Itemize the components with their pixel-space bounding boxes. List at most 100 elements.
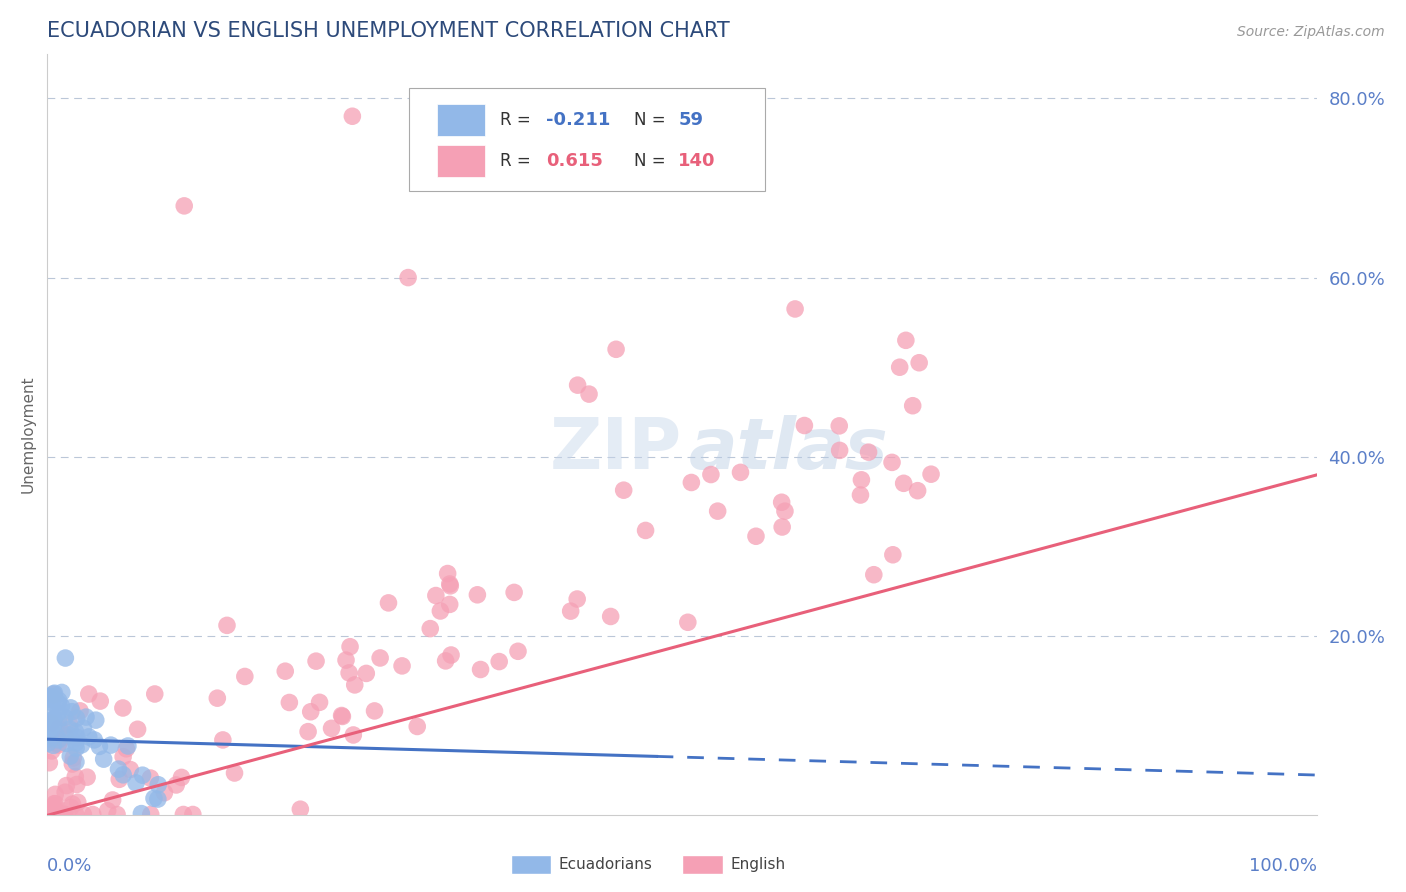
Point bbox=[908, 356, 931, 370]
Point bbox=[76, 770, 98, 784]
Point bbox=[83, 732, 105, 747]
Point bbox=[39, 807, 62, 822]
Point bbox=[901, 399, 924, 413]
Point bbox=[880, 455, 903, 469]
Point bbox=[44, 797, 66, 811]
Point bbox=[920, 467, 942, 482]
Point bbox=[42, 713, 65, 727]
Point bbox=[51, 698, 73, 713]
Point bbox=[42, 801, 65, 815]
Point bbox=[51, 685, 73, 699]
Point bbox=[37, 690, 59, 704]
Point bbox=[305, 654, 328, 668]
Point bbox=[440, 648, 463, 662]
Point bbox=[42, 807, 65, 822]
Point bbox=[53, 785, 76, 799]
Point bbox=[127, 723, 149, 737]
Point bbox=[131, 768, 153, 782]
Point bbox=[42, 687, 65, 701]
Point bbox=[882, 548, 904, 562]
Point bbox=[101, 793, 124, 807]
Point bbox=[391, 659, 413, 673]
Point bbox=[439, 577, 461, 591]
Point bbox=[605, 343, 627, 357]
Point bbox=[634, 524, 657, 538]
Point bbox=[406, 719, 429, 733]
Point bbox=[48, 722, 70, 736]
Point bbox=[115, 741, 138, 756]
Point bbox=[38, 723, 60, 737]
Text: 0.0%: 0.0% bbox=[46, 857, 93, 875]
Point bbox=[139, 771, 162, 785]
Point bbox=[321, 721, 343, 735]
Point bbox=[53, 807, 76, 822]
Point bbox=[290, 802, 312, 816]
Point bbox=[828, 418, 851, 433]
Point bbox=[117, 739, 139, 753]
Point bbox=[55, 730, 77, 744]
Point bbox=[425, 589, 447, 603]
Point bbox=[439, 598, 461, 612]
Point bbox=[66, 795, 89, 809]
Point bbox=[65, 736, 87, 750]
Point bbox=[60, 705, 83, 719]
Point bbox=[39, 807, 62, 822]
Point bbox=[100, 738, 122, 752]
Point bbox=[45, 807, 67, 822]
Point bbox=[828, 443, 851, 458]
Point bbox=[37, 807, 59, 822]
Point bbox=[181, 807, 204, 822]
Point bbox=[82, 807, 104, 822]
Text: Ecuadorians: Ecuadorians bbox=[558, 857, 652, 872]
Point bbox=[907, 483, 929, 498]
Point bbox=[793, 418, 815, 433]
Point bbox=[419, 622, 441, 636]
Point bbox=[37, 736, 59, 750]
Point bbox=[48, 693, 70, 707]
Point bbox=[89, 739, 111, 754]
Point bbox=[278, 696, 301, 710]
Text: R =: R = bbox=[501, 111, 537, 129]
Point bbox=[39, 704, 62, 718]
Y-axis label: Unemployment: Unemployment bbox=[21, 376, 35, 493]
Point bbox=[676, 615, 699, 630]
Point bbox=[46, 696, 69, 710]
Point bbox=[436, 566, 458, 581]
Point bbox=[39, 715, 62, 730]
Point bbox=[41, 693, 63, 707]
Point bbox=[59, 722, 82, 736]
Point bbox=[165, 778, 187, 792]
Point bbox=[849, 488, 872, 502]
Point bbox=[72, 721, 94, 735]
Point bbox=[851, 473, 873, 487]
Point bbox=[84, 713, 107, 727]
Point bbox=[48, 714, 70, 728]
Point bbox=[41, 690, 63, 705]
Point bbox=[72, 807, 94, 822]
Point bbox=[770, 495, 793, 509]
Text: -0.211: -0.211 bbox=[546, 111, 610, 129]
Point bbox=[143, 791, 166, 805]
Point bbox=[111, 701, 134, 715]
Text: atlas: atlas bbox=[689, 415, 889, 484]
Point bbox=[45, 729, 67, 743]
Point bbox=[65, 724, 87, 739]
Point bbox=[75, 710, 97, 724]
Point bbox=[172, 807, 194, 822]
Point bbox=[139, 807, 162, 822]
Text: ECUADORIAN VS ENGLISH UNEMPLOYMENT CORRELATION CHART: ECUADORIAN VS ENGLISH UNEMPLOYMENT CORRE… bbox=[46, 21, 730, 41]
Point bbox=[65, 770, 87, 784]
Point bbox=[58, 728, 80, 742]
Point bbox=[567, 592, 589, 607]
Point bbox=[66, 777, 89, 791]
Text: ZIP: ZIP bbox=[550, 415, 682, 484]
Point bbox=[53, 807, 76, 822]
Point bbox=[107, 762, 129, 776]
Point bbox=[170, 771, 193, 785]
Point bbox=[894, 334, 917, 348]
Point bbox=[343, 678, 366, 692]
Point bbox=[215, 618, 238, 632]
Point bbox=[207, 691, 229, 706]
Text: Source: ZipAtlas.com: Source: ZipAtlas.com bbox=[1237, 25, 1385, 39]
Text: 140: 140 bbox=[678, 153, 716, 170]
